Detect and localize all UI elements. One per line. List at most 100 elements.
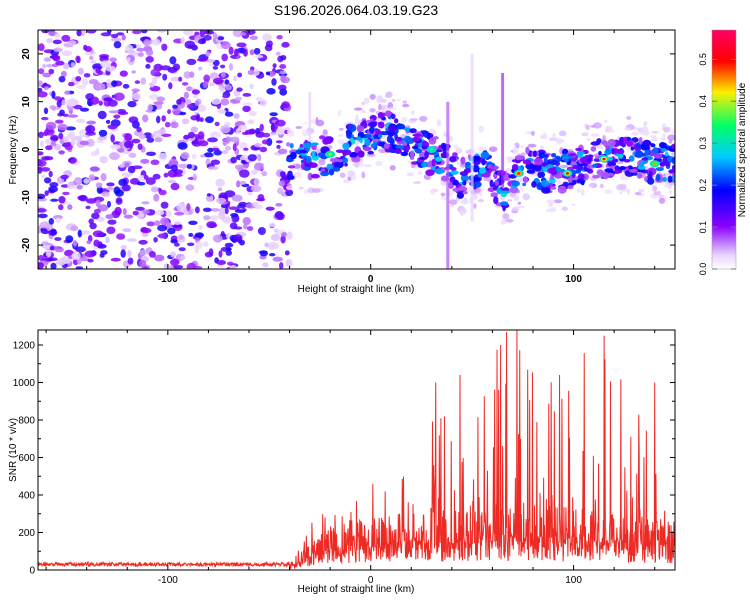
signal-blob [641, 157, 649, 161]
noise-blob [176, 203, 187, 212]
noise-blob [218, 250, 223, 258]
noise-blob [38, 131, 44, 138]
noise-blob [170, 251, 177, 258]
signal-blob [328, 168, 335, 176]
signal-blob [549, 186, 557, 190]
colorbar-label: Normalized spectral amplitude [737, 82, 748, 217]
signal-blob [509, 186, 519, 194]
signal-blob [655, 167, 664, 172]
signal-blob [358, 150, 364, 155]
signal-blob [400, 151, 409, 157]
signal-haze [409, 118, 419, 121]
noise-blob [254, 143, 262, 148]
signal-blob [287, 165, 296, 169]
noise-blob [203, 30, 215, 35]
noise-blob [231, 194, 243, 202]
noise-blob [155, 209, 165, 216]
signal-blob [636, 172, 643, 179]
noise-blob [220, 71, 226, 78]
signal-haze [652, 185, 658, 192]
noise-blob [224, 79, 230, 85]
noise-blob [164, 121, 171, 128]
noise-blob [200, 154, 205, 158]
signal-blob [579, 156, 588, 164]
noise-blob [279, 70, 287, 75]
noise-blob [100, 250, 108, 255]
signal-haze [517, 201, 522, 205]
noise-blob [118, 164, 126, 168]
noise-blob [45, 145, 53, 151]
signal-blob [671, 164, 675, 171]
noise-blob [127, 100, 137, 108]
noise-blob [83, 73, 91, 78]
signal-haze [304, 121, 308, 125]
noise-blob [38, 229, 42, 234]
signal-blob [664, 161, 671, 167]
noise-blob [142, 114, 149, 123]
noise-blob [180, 168, 186, 176]
noise-blob [58, 196, 66, 204]
signal-haze [522, 193, 530, 201]
signal-haze [626, 115, 632, 120]
vertical-streak [470, 53, 474, 222]
signal-haze [361, 110, 366, 113]
signal-haze [419, 115, 428, 122]
noise-blob [58, 76, 66, 83]
signal-blob [452, 152, 458, 157]
noise-blob [217, 187, 223, 191]
signal-blob [299, 149, 307, 154]
noise-blob [136, 181, 146, 186]
signal-haze [318, 159, 326, 166]
noise-blob [46, 156, 54, 161]
noise-blob [138, 133, 146, 140]
noise-blob [174, 221, 182, 226]
noise-blob [145, 151, 157, 156]
signal-blob [310, 142, 319, 146]
noise-blob [275, 119, 286, 127]
noise-blob [121, 172, 133, 178]
noise-blob [229, 63, 233, 71]
noise-blob [227, 261, 234, 266]
noise-blob [146, 137, 155, 143]
noise-blob [257, 227, 266, 235]
noise-blob [239, 32, 247, 36]
signal-haze [530, 130, 536, 136]
signal-blob [394, 118, 399, 124]
noise-blob [156, 96, 165, 102]
signal-haze [369, 108, 376, 113]
signal-blob [551, 153, 557, 158]
noise-blob [167, 179, 177, 184]
signal-blob [628, 168, 638, 173]
spectrogram-ytick-label: 20 [21, 48, 32, 60]
noise-blob [198, 225, 203, 230]
noise-blob [178, 163, 189, 169]
spectrogram-ylabel: Frequency (Hz) [8, 116, 19, 185]
noise-blob [236, 87, 243, 92]
signal-haze [402, 100, 408, 104]
noise-blob [70, 225, 79, 231]
noise-blob [68, 81, 75, 87]
signal-haze [651, 131, 659, 134]
snr-marks [38, 330, 675, 570]
hotspot-core [517, 172, 521, 175]
noise-blob [50, 198, 59, 202]
noise-blob [39, 221, 50, 229]
signal-blob [511, 164, 519, 171]
noise-blob [96, 186, 103, 194]
signal-haze [381, 105, 385, 111]
noise-blob [254, 54, 264, 59]
noise-blob [156, 30, 167, 33]
noise-blob [249, 49, 255, 56]
signal-haze [631, 131, 640, 136]
noise-blob [224, 111, 234, 117]
noise-blob [154, 220, 161, 227]
noise-blob [239, 169, 250, 178]
noise-blob [208, 82, 215, 87]
noise-blob [114, 206, 122, 216]
noise-blob [198, 38, 206, 45]
noise-blob [113, 114, 121, 119]
noise-blob [191, 89, 200, 95]
noise-blob [285, 259, 293, 268]
noise-blob [240, 159, 246, 164]
